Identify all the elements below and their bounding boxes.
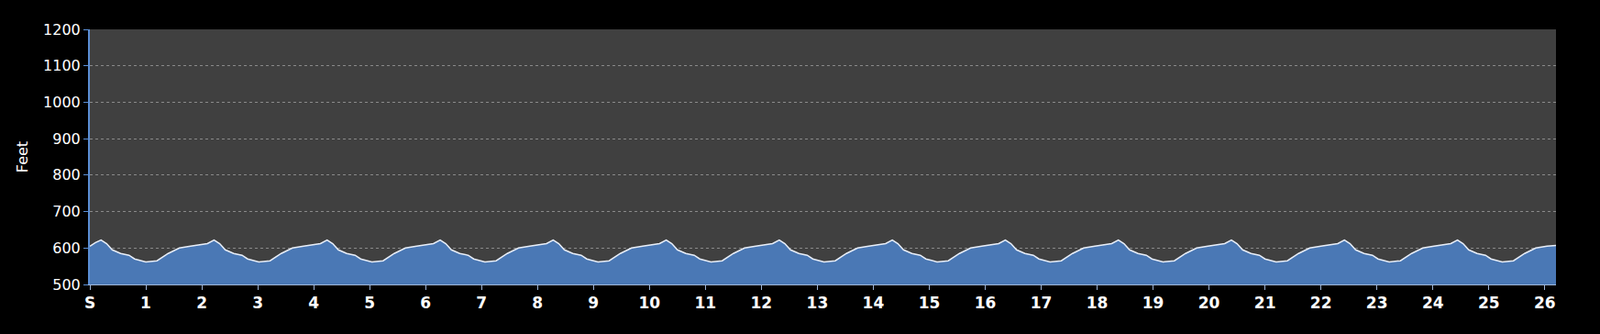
svg-text:Feet: Feet: [13, 141, 32, 173]
svg-text:16: 16: [974, 293, 997, 312]
svg-text:17: 17: [1030, 293, 1053, 312]
svg-text:20: 20: [1198, 293, 1221, 312]
svg-text:6: 6: [419, 293, 431, 312]
svg-text:15: 15: [918, 293, 941, 312]
svg-text:2: 2: [196, 293, 208, 312]
svg-text:18: 18: [1086, 293, 1109, 312]
svg-text:5: 5: [364, 293, 376, 312]
svg-text:S: S: [84, 293, 96, 312]
svg-text:21: 21: [1254, 293, 1277, 312]
svg-text:4: 4: [308, 293, 320, 312]
svg-text:23: 23: [1366, 293, 1389, 312]
svg-text:900: 900: [52, 130, 81, 148]
svg-text:24: 24: [1422, 293, 1445, 312]
svg-text:22: 22: [1310, 293, 1333, 312]
svg-text:7: 7: [475, 293, 487, 312]
svg-text:500: 500: [52, 275, 81, 294]
svg-text:1000: 1000: [43, 93, 81, 111]
svg-text:10: 10: [638, 293, 661, 312]
svg-text:11: 11: [695, 293, 718, 312]
svg-text:3: 3: [252, 293, 264, 312]
svg-text:14: 14: [862, 293, 885, 312]
svg-text:19: 19: [1142, 293, 1165, 312]
svg-text:1100: 1100: [43, 56, 81, 75]
svg-text:8: 8: [531, 293, 543, 312]
svg-text:700: 700: [52, 202, 81, 221]
svg-text:1: 1: [140, 293, 152, 312]
svg-text:12: 12: [750, 293, 773, 312]
svg-text:25: 25: [1478, 293, 1501, 312]
svg-text:9: 9: [587, 293, 599, 312]
svg-text:1200: 1200: [43, 21, 81, 39]
svg-text:13: 13: [806, 293, 829, 312]
svg-text:26: 26: [1533, 293, 1556, 312]
svg-text:600: 600: [52, 239, 81, 257]
svg-text:800: 800: [52, 165, 81, 184]
